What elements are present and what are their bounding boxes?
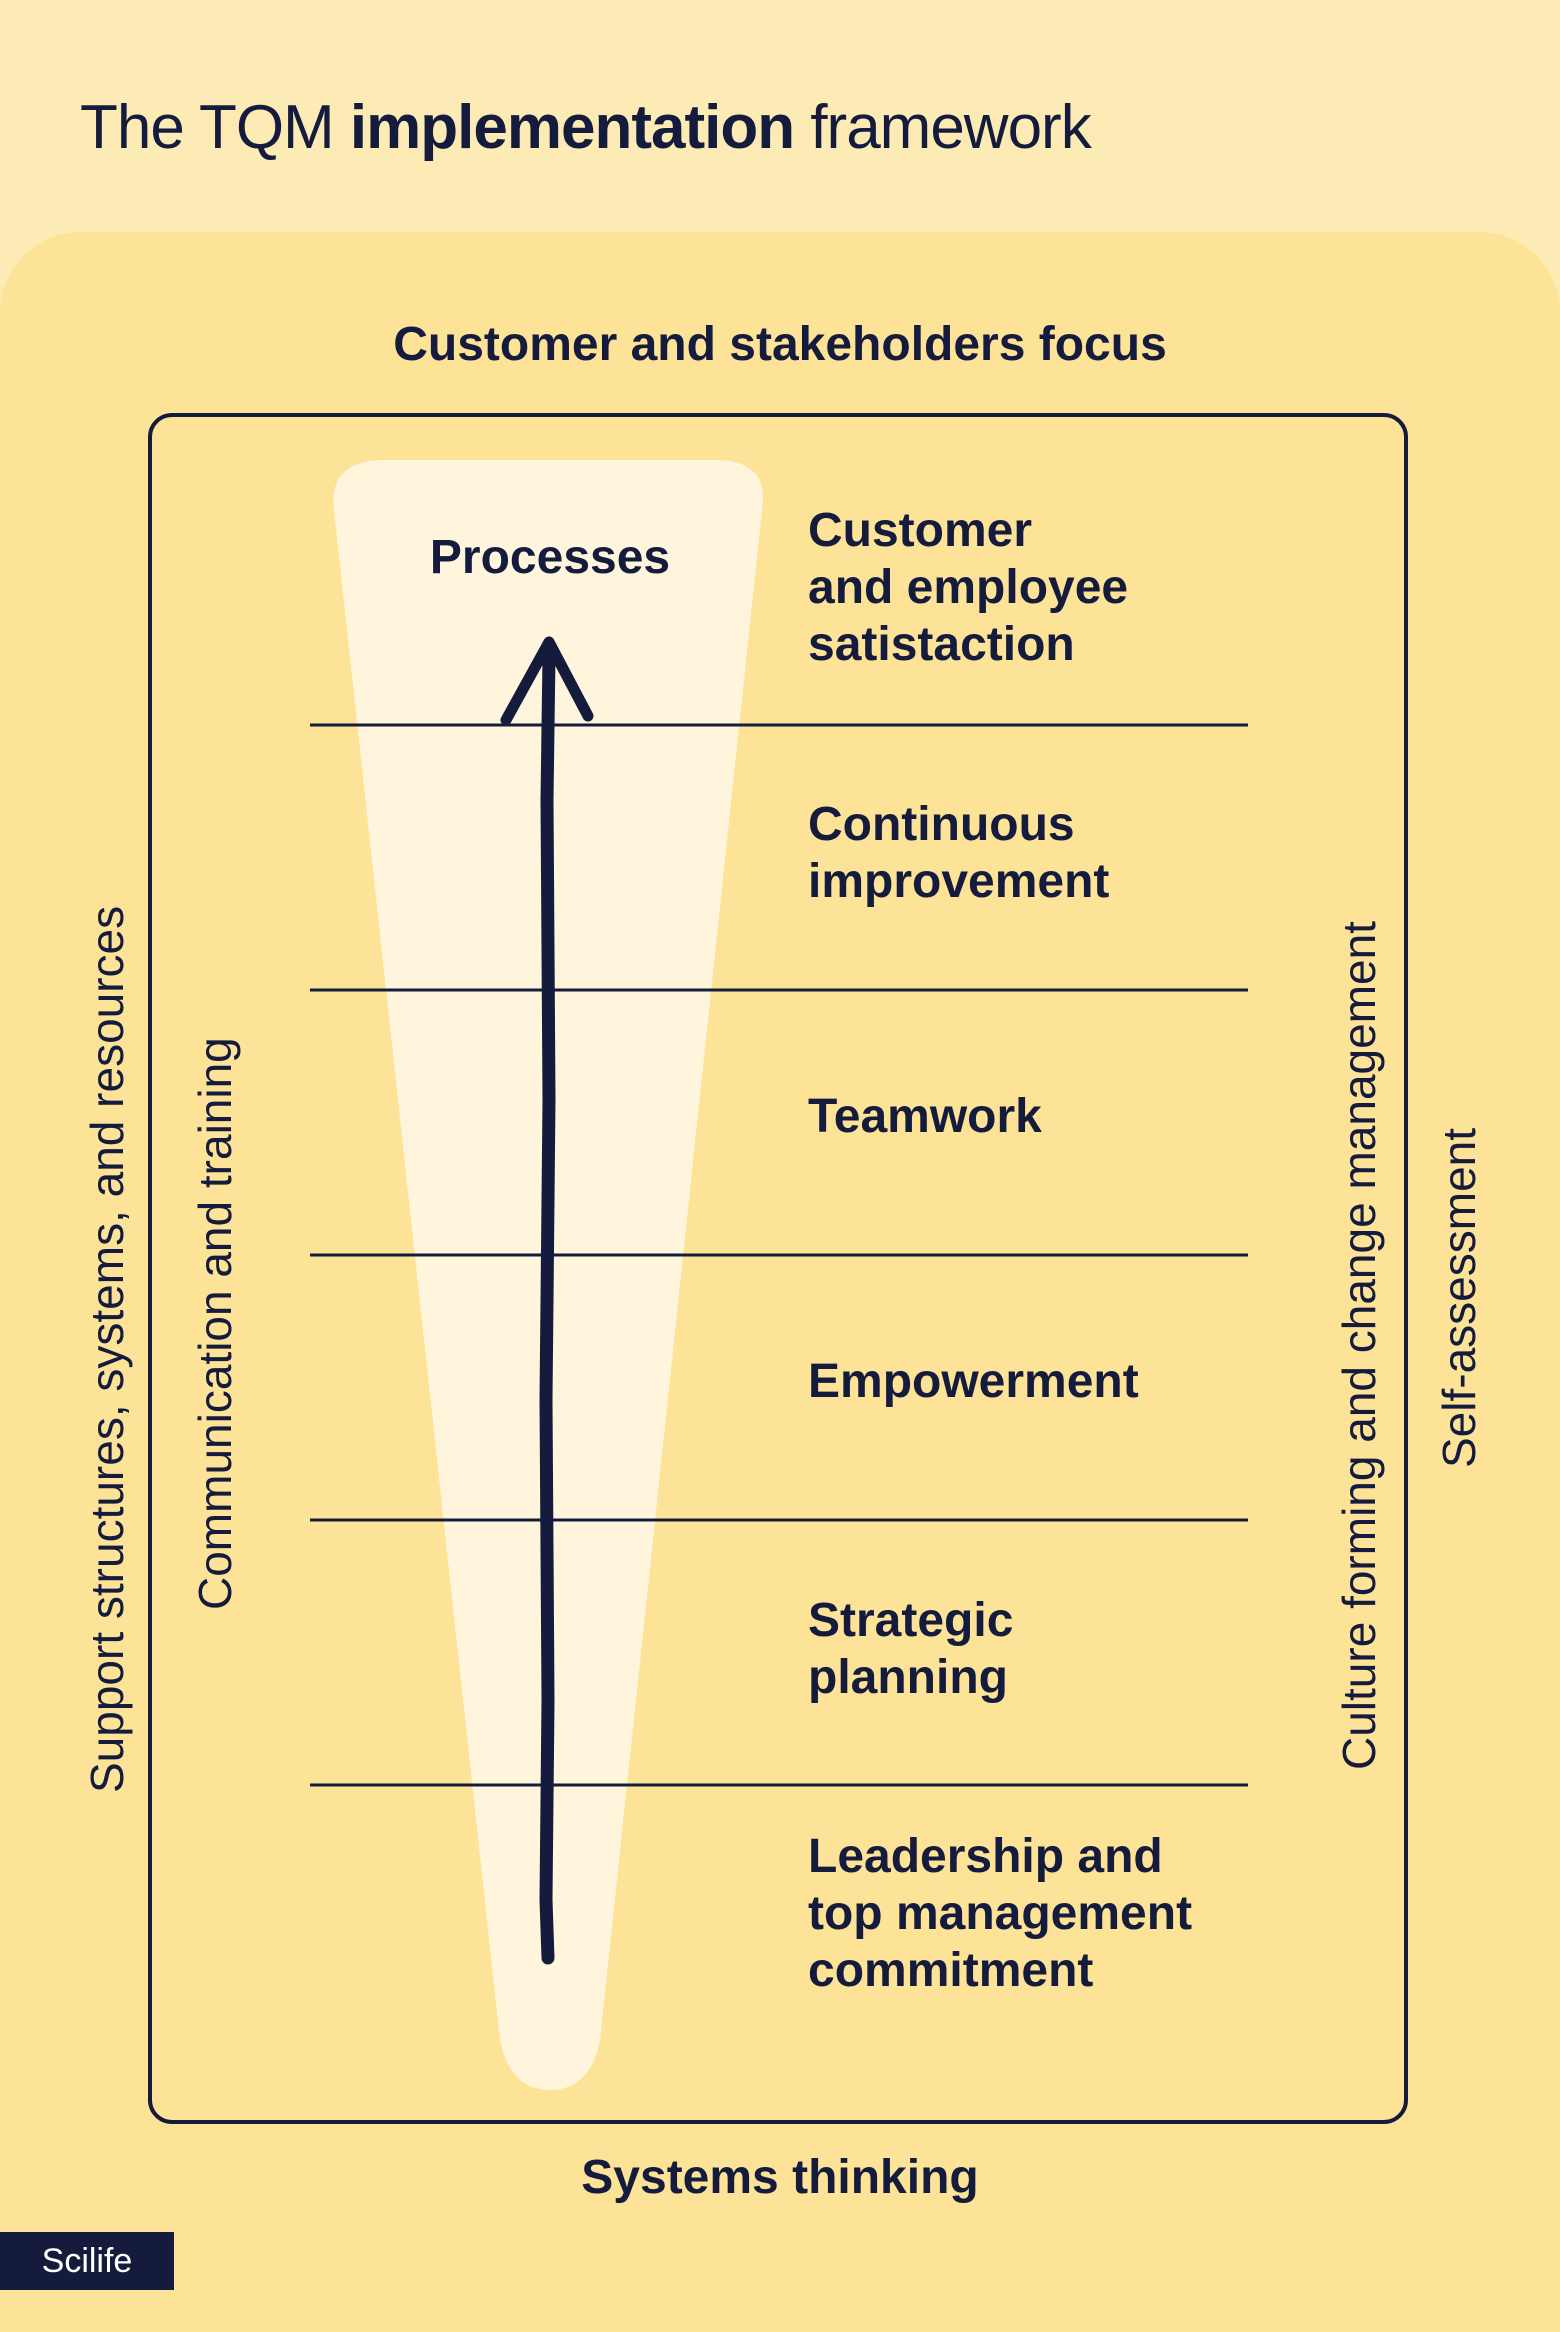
row-label: Teamwork [808, 1088, 1042, 1145]
row-label-line: planning [808, 1651, 1008, 1704]
title-bold: implementation [349, 93, 795, 162]
diagram-panel [0, 232, 1560, 2332]
right-inner-label: Culture forming and change management [1333, 921, 1385, 1770]
row-label: Empowerment [808, 1353, 1139, 1410]
diagram-frame [148, 413, 1408, 2124]
row-label-line: improvement [808, 855, 1110, 908]
row-label: Leadership and top management commitment [808, 1828, 1192, 1999]
row-label-line: Continuous [808, 798, 1075, 851]
row-label-line: commitment [808, 1944, 1094, 1997]
up-arrow-icon [539, 648, 556, 1965]
row-label-line: satistaction [808, 618, 1075, 671]
row-label: Continuous improvement [808, 796, 1109, 910]
scilife-logo: Scilife [0, 2232, 174, 2290]
bottom-label: Systems thinking [581, 2151, 979, 2204]
arrow-head [500, 636, 594, 726]
top-label: Customer and stakeholders focus [393, 318, 1167, 371]
row-label-line: and employee [808, 561, 1129, 614]
row-label-line: Empowerment [808, 1355, 1139, 1408]
row-label-line: Customer [808, 504, 1033, 557]
row-label: Customer and employee satistaction [808, 502, 1128, 673]
right-outer-label: Self-assessment [1433, 1127, 1485, 1468]
row-label-line: Teamwork [808, 1090, 1042, 1143]
funnel-label: Processes [429, 531, 671, 584]
row-label: Strategic planning [808, 1592, 1013, 1706]
row-label-line: top management [808, 1887, 1193, 1940]
left-inner-label: Communication and training [189, 1037, 241, 1610]
title-part-2: framework [794, 93, 1091, 162]
title-part-1: The TQM [80, 93, 350, 162]
row-label-line: Leadership and [808, 1830, 1163, 1883]
left-outer-label: Support structures, systems, and resourc… [81, 905, 133, 1793]
page-title: The TQM implementation framework [80, 92, 1092, 163]
row-dividers [310, 723, 1248, 1787]
row-label-line: Strategic [808, 1594, 1014, 1647]
